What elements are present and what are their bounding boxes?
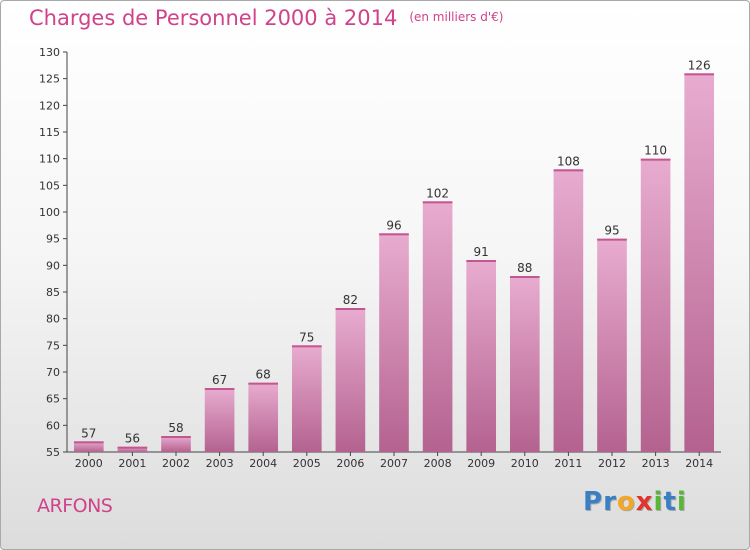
bar — [117, 446, 148, 452]
bar — [509, 276, 540, 452]
chart-title-text: Charges de Personnel 2000 à 2014 — [29, 6, 398, 30]
bar — [161, 436, 191, 452]
bar-value-label: 102 — [426, 186, 449, 200]
x-tick-label: 2008 — [424, 457, 452, 470]
bar-value-label: 110 — [644, 144, 667, 158]
x-tick-label: 2003 — [206, 457, 234, 470]
x-tick-label: 2012 — [598, 457, 626, 470]
bar-cap — [422, 201, 453, 204]
y-tick-label: 65 — [46, 393, 60, 406]
x-tick-label: 2002 — [162, 457, 190, 470]
bar-cap — [161, 436, 191, 438]
y-tick-label: 90 — [46, 259, 60, 272]
chart-title: Charges de Personnel 2000 à 2014 (en mill… — [29, 6, 503, 30]
chart-axes: 55 60 65 70 75 80 85 90 95 100 105 110 115 120 125 130 2… — [39, 46, 721, 470]
bar-cap — [379, 233, 409, 236]
bar-value-label: 82 — [343, 293, 358, 307]
x-tick-label: 2009 — [467, 457, 495, 470]
bar — [597, 238, 627, 452]
chart-labels: 57 56 58 67 68 75 82 96 102 91 88 108 95 110 126 — [81, 58, 710, 445]
bar — [684, 73, 715, 452]
commune-name: ARFONS — [37, 495, 113, 517]
x-tick-label: 2000 — [75, 457, 103, 470]
y-tick-label: 100 — [39, 206, 60, 219]
x-tick-label: 2006 — [336, 457, 364, 470]
x-tick-label: 2014 — [685, 457, 713, 470]
x-tick-label: 2013 — [642, 457, 670, 470]
y-tick-label: 125 — [39, 73, 60, 86]
bar-cap — [291, 345, 322, 348]
bar-cap — [204, 388, 235, 390]
y-tick-label: 70 — [46, 366, 60, 379]
bar-value-label: 91 — [474, 245, 489, 259]
bar-cap — [248, 382, 279, 385]
y-tick-label: 80 — [46, 313, 60, 326]
bar-value-label: 57 — [81, 426, 96, 440]
bar — [248, 382, 279, 452]
bar-cap — [509, 276, 540, 278]
bar-value-label: 108 — [557, 154, 580, 168]
bar-cap — [117, 446, 148, 449]
bar — [73, 441, 104, 452]
chart-subtitle: (en milliers d'€) — [409, 10, 504, 24]
y-tick-label: 85 — [46, 286, 60, 299]
x-tick-label: 2007 — [380, 457, 408, 470]
bar — [640, 158, 671, 452]
bar-cap — [684, 73, 715, 76]
bar — [466, 260, 497, 452]
x-tick-label: 2005 — [293, 457, 321, 470]
logo-letter: o — [616, 487, 636, 517]
bar — [335, 308, 366, 452]
bar-value-label: 68 — [256, 368, 271, 382]
bar-cap — [73, 441, 104, 444]
bar-cap — [335, 308, 366, 310]
bar-value-label: 95 — [604, 224, 619, 238]
logo-letter: x — [635, 487, 654, 517]
proxiti-logo[interactable]: Proxiti — [583, 487, 687, 517]
logo-letter: t — [663, 487, 677, 517]
bar-cap — [553, 169, 584, 172]
y-tick-label: 110 — [39, 153, 60, 166]
y-tick-label: 105 — [39, 179, 60, 192]
bar-value-label: 58 — [168, 421, 183, 435]
logo-letter: i — [653, 487, 664, 517]
bar-value-label: 67 — [212, 373, 227, 387]
bar — [379, 233, 409, 452]
y-tick-label: 95 — [46, 233, 60, 246]
bar — [291, 345, 322, 452]
y-tick-label: 60 — [46, 419, 60, 432]
bar-value-label: 96 — [386, 218, 401, 232]
logo-letter: r — [603, 487, 617, 517]
y-tick-label: 75 — [46, 339, 60, 352]
chart-bars — [73, 73, 715, 453]
bar-cap — [597, 238, 627, 241]
x-tick-label: 2011 — [554, 457, 582, 470]
y-tick-label: 55 — [46, 446, 60, 459]
x-tick-label: 2001 — [118, 457, 146, 470]
bar-value-label: 75 — [299, 330, 314, 344]
x-tick-label: 2010 — [511, 457, 539, 470]
bar-value-label: 56 — [125, 432, 140, 446]
bar — [422, 201, 453, 452]
x-tick-label: 2004 — [249, 457, 277, 470]
bar-cap — [466, 260, 497, 262]
y-tick-label: 115 — [39, 126, 60, 139]
bar-value-label: 126 — [688, 58, 711, 72]
y-tick-label: 120 — [39, 99, 60, 112]
y-tick-label: 130 — [39, 46, 60, 59]
bar — [204, 388, 235, 452]
bar-cap — [640, 158, 671, 161]
logo-letter: i — [676, 487, 687, 517]
logo-letter: P — [583, 487, 604, 517]
bar — [553, 169, 584, 453]
bar-value-label: 88 — [517, 261, 532, 275]
